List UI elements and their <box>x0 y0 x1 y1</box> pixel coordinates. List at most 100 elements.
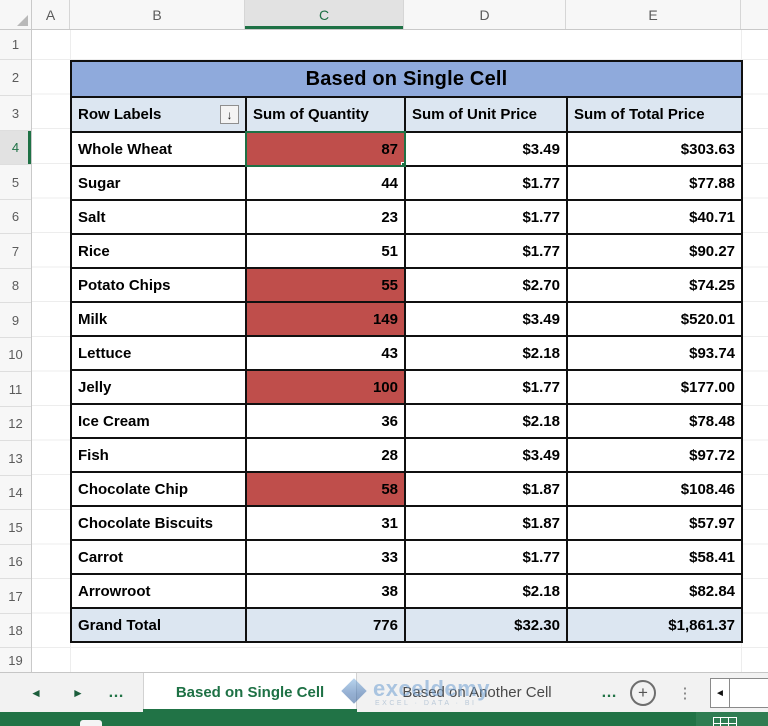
row-header-4[interactable]: 4 <box>0 131 31 165</box>
cell-total-price[interactable]: $97.72 <box>565 437 744 473</box>
cell-quantity[interactable]: 36 <box>245 403 406 439</box>
column-header-a[interactable]: A <box>32 0 70 29</box>
cell-total-price[interactable]: $177.00 <box>565 369 744 405</box>
cell-quantity[interactable]: 31 <box>245 505 406 541</box>
row-header-8[interactable]: 8 <box>0 269 31 303</box>
header-row-labels[interactable]: Row Labels ↓ <box>70 96 247 133</box>
cell-total-price[interactable]: $57.97 <box>565 505 744 541</box>
header-sum-of-quantity[interactable]: Sum of Quantity <box>245 96 406 133</box>
select-all-button[interactable] <box>0 0 32 29</box>
column-header-e[interactable]: E <box>566 0 741 29</box>
more-options-icon[interactable]: ⋮ <box>677 684 693 702</box>
row-header-9[interactable]: 9 <box>0 303 31 338</box>
cell-total-price[interactable]: $90.27 <box>565 233 744 269</box>
cell-unit-price[interactable]: $2.70 <box>404 267 568 303</box>
row-header-17[interactable]: 17 <box>0 579 31 614</box>
tab-scroll-right-icon[interactable]: ► <box>72 685 84 700</box>
cell-total-price[interactable]: $82.84 <box>565 573 744 609</box>
row-header-5[interactable]: 5 <box>0 165 31 200</box>
grand-total-unit-price[interactable]: $32.30 <box>404 607 568 643</box>
selected-cell-quantity[interactable]: 87 <box>245 131 406 167</box>
row-header-11[interactable]: 11 <box>0 372 31 407</box>
cell-unit-price[interactable]: $1.77 <box>404 165 568 201</box>
row-header-16[interactable]: 16 <box>0 545 31 579</box>
header-sum-of-unit-price[interactable]: Sum of Unit Price <box>404 96 568 133</box>
cell-unit-price[interactable]: $1.77 <box>404 233 568 269</box>
cell-unit-price[interactable]: $1.87 <box>404 471 568 507</box>
tabs-overflow-right-icon[interactable]: … <box>601 683 617 701</box>
cell-total-price[interactable]: $58.41 <box>565 539 744 575</box>
row-header-6[interactable]: 6 <box>0 200 31 234</box>
normal-view-button[interactable] <box>696 712 768 726</box>
scrollbar-thumb[interactable] <box>730 679 768 707</box>
row-labels-filter-button[interactable]: ↓ <box>220 105 239 124</box>
cell-unit-price[interactable]: $1.77 <box>404 369 568 405</box>
cell-unit-price[interactable]: $2.18 <box>404 403 568 439</box>
cell-row-label[interactable]: Jelly <box>70 369 247 405</box>
header-sum-of-total-price[interactable]: Sum of Total Price <box>565 96 744 133</box>
column-header-c[interactable]: C <box>245 0 404 29</box>
row-header-19[interactable]: 19 <box>0 648 31 672</box>
tabs-overflow-left-icon[interactable]: … <box>108 683 124 701</box>
cell-quantity[interactable]: 38 <box>245 573 406 609</box>
cell-total-price[interactable]: $108.46 <box>565 471 744 507</box>
grand-total-total-price[interactable]: $1,861.37 <box>565 607 744 643</box>
grand-total-quantity[interactable]: 776 <box>245 607 406 643</box>
row-header-14[interactable]: 14 <box>0 476 31 510</box>
cell-quantity[interactable]: 43 <box>245 335 406 371</box>
cell-row-label[interactable]: Chocolate Chip <box>70 471 247 507</box>
cell-row-label[interactable]: Rice <box>70 233 247 269</box>
cell-row-label[interactable]: Ice Cream <box>70 403 247 439</box>
cell-quantity[interactable]: 28 <box>245 437 406 473</box>
cell-unit-price[interactable]: $1.87 <box>404 505 568 541</box>
cell-unit-price[interactable]: $3.49 <box>404 301 568 337</box>
row-header-15[interactable]: 15 <box>0 510 31 545</box>
tab-based-on-another-cell[interactable]: Based on Another Cell <box>357 673 597 712</box>
cell-quantity-highlighted[interactable]: 58 <box>245 471 406 507</box>
column-header-f-partial[interactable] <box>741 0 768 29</box>
cell-quantity-highlighted[interactable]: 55 <box>245 267 406 303</box>
cell-quantity[interactable]: 23 <box>245 199 406 235</box>
grand-total-label[interactable]: Grand Total <box>70 607 247 643</box>
column-header-d[interactable]: D <box>404 0 566 29</box>
cell-row-label[interactable]: Salt <box>70 199 247 235</box>
row-header-10[interactable]: 10 <box>0 338 31 372</box>
cell-total-price[interactable]: $520.01 <box>565 301 744 337</box>
cell-row-label[interactable]: Potato Chips <box>70 267 247 303</box>
row-header-7[interactable]: 7 <box>0 234 31 269</box>
tab-scroll-left-icon[interactable]: ◄ <box>30 685 42 700</box>
horizontal-scrollbar[interactable]: ◄ <box>710 678 768 708</box>
cell-quantity[interactable]: 33 <box>245 539 406 575</box>
cell-total-price[interactable]: $93.74 <box>565 335 744 371</box>
cell-unit-price[interactable]: $3.49 <box>404 437 568 473</box>
cell-total-price[interactable]: $77.88 <box>565 165 744 201</box>
row-header-2[interactable]: 2 <box>0 60 31 96</box>
cell-quantity[interactable]: 44 <box>245 165 406 201</box>
row-header-18[interactable]: 18 <box>0 614 31 648</box>
cell-unit-price[interactable]: $1.77 <box>404 539 568 575</box>
fill-handle[interactable] <box>401 162 403 164</box>
cell-unit-price[interactable]: $2.18 <box>404 573 568 609</box>
column-header-b[interactable]: B <box>70 0 245 29</box>
cell-row-label[interactable]: Milk <box>70 301 247 337</box>
row-header-1[interactable]: 1 <box>0 30 31 60</box>
cell-total-price[interactable]: $74.25 <box>565 267 744 303</box>
cell-row-label[interactable]: Fish <box>70 437 247 473</box>
cell-unit-price[interactable]: $3.49 <box>404 131 568 167</box>
cell-unit-price[interactable]: $1.77 <box>404 199 568 235</box>
cell-row-label[interactable]: Lettuce <box>70 335 247 371</box>
add-sheet-button[interactable]: + <box>630 680 656 706</box>
cell-row-label[interactable]: Carrot <box>70 539 247 575</box>
cell-quantity-highlighted[interactable]: 149 <box>245 301 406 337</box>
cell-quantity[interactable]: 51 <box>245 233 406 269</box>
cell-quantity-highlighted[interactable]: 100 <box>245 369 406 405</box>
cell-total-price[interactable]: $78.48 <box>565 403 744 439</box>
cell-total-price[interactable]: $40.71 <box>565 199 744 235</box>
cell-total-price[interactable]: $303.63 <box>565 131 744 167</box>
row-header-12[interactable]: 12 <box>0 407 31 441</box>
row-header-3[interactable]: 3 <box>0 96 31 131</box>
table-title[interactable]: Based on Single Cell <box>69 60 744 98</box>
cell-unit-price[interactable]: $2.18 <box>404 335 568 371</box>
scrollbar-left-arrow-icon[interactable]: ◄ <box>711 679 730 707</box>
cell-row-label[interactable]: Sugar <box>70 165 247 201</box>
